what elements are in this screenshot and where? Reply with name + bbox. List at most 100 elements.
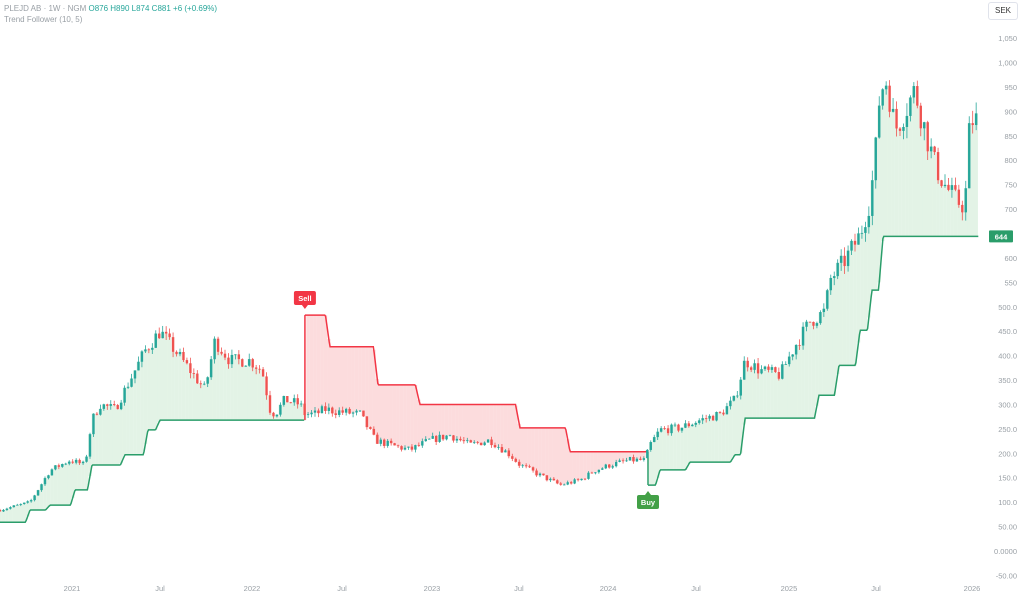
candle (940, 179, 943, 188)
trend-fill-band (617, 451, 622, 461)
trend-fill-band (576, 451, 580, 481)
candle-body (936, 152, 940, 181)
trend-fill-band (205, 377, 210, 421)
symbol-title: PLEJD AB · 1W · NGM (4, 4, 87, 13)
trend-fill-band (531, 427, 535, 471)
x-tick-label: Jul (691, 584, 701, 593)
candle (718, 411, 722, 414)
trend-fill-band (150, 347, 155, 430)
candle (9, 506, 12, 510)
candle-body (206, 377, 209, 384)
candle-body (230, 354, 234, 365)
candle (400, 445, 403, 452)
candle (666, 425, 670, 436)
candle (99, 404, 102, 416)
trend-fill-band (932, 152, 937, 237)
candle-body (923, 122, 926, 129)
candle-body (822, 308, 826, 313)
candle-body (864, 227, 867, 233)
y-tick-label: 500.0 (998, 303, 1017, 312)
trend-fill-band (230, 354, 234, 421)
trend-fill-band (403, 384, 407, 448)
trend-fill-band (396, 384, 400, 447)
candle (819, 310, 822, 325)
trend-fill-band (652, 437, 657, 486)
candle-body (535, 470, 538, 476)
candle (528, 464, 531, 468)
candle (968, 116, 971, 189)
trend-fill-band (209, 359, 213, 421)
candle-body (209, 359, 213, 378)
candle (531, 466, 535, 473)
candle-body (448, 435, 452, 437)
trend-fill-band (624, 451, 629, 461)
trend-fill-band (192, 373, 196, 421)
candle (926, 120, 929, 161)
candle-body (431, 435, 434, 439)
candle-body (293, 398, 296, 403)
trend-fill-band (766, 369, 771, 419)
candle (355, 409, 358, 416)
candle-body (78, 459, 81, 464)
trend-fill-band (912, 86, 916, 237)
candle (320, 404, 324, 414)
trend-fill-band (538, 427, 542, 474)
trend-fill-band (950, 185, 954, 237)
trend-fill-band (894, 128, 899, 237)
candle-body (244, 365, 247, 367)
trend-fill-band (417, 399, 421, 446)
candle (590, 471, 594, 474)
candle (199, 380, 202, 389)
candle (369, 426, 372, 430)
candle-body (462, 440, 466, 442)
trend-fill-band (282, 396, 286, 421)
candle-body (905, 115, 909, 127)
trend-fill-band (434, 404, 438, 442)
y-tick-label: 0.0000 (994, 547, 1017, 556)
candle-body (954, 185, 957, 190)
candle (912, 82, 916, 104)
trend-fill-band (122, 387, 127, 456)
candle (448, 434, 452, 437)
candle-body (521, 465, 524, 467)
candle (178, 348, 182, 357)
candle (756, 358, 760, 379)
trend-fill-band (406, 384, 411, 447)
candle-body (843, 255, 846, 267)
candle (743, 356, 746, 380)
candle-body (604, 464, 607, 469)
candle (227, 353, 230, 369)
candle (455, 436, 459, 443)
trend-fill-band (929, 146, 933, 237)
trend-fill-band (742, 360, 747, 425)
candle (421, 438, 424, 448)
trend-fill-band (752, 363, 757, 419)
trend-fill-band (95, 414, 99, 466)
candle-body (483, 442, 486, 446)
trend-fill-band (884, 85, 888, 237)
trend-fill-band (500, 404, 504, 453)
candle (708, 414, 711, 422)
ohlc-open: O876 (88, 4, 109, 13)
candle (462, 437, 466, 444)
trend-fill-band (822, 308, 826, 396)
trend-fill-band (219, 353, 224, 421)
candle (303, 401, 306, 418)
trend-fill-band (105, 405, 110, 466)
candle-body (898, 128, 902, 131)
candle (791, 354, 794, 361)
candle-body (964, 188, 967, 213)
x-tick-label: Jul (337, 584, 347, 593)
currency-button[interactable]: SEK (988, 2, 1018, 20)
candle (559, 481, 562, 486)
candle (691, 423, 694, 427)
trend-fill-band (520, 427, 525, 466)
trend-fill-band (936, 180, 940, 237)
indicator-label[interactable]: Trend Follower (10, 5) (4, 15, 83, 24)
trend-fill-band (808, 321, 812, 419)
candle-body (556, 480, 559, 484)
trend-fill-band (614, 451, 618, 462)
candle (563, 483, 566, 486)
candle (2, 509, 5, 513)
